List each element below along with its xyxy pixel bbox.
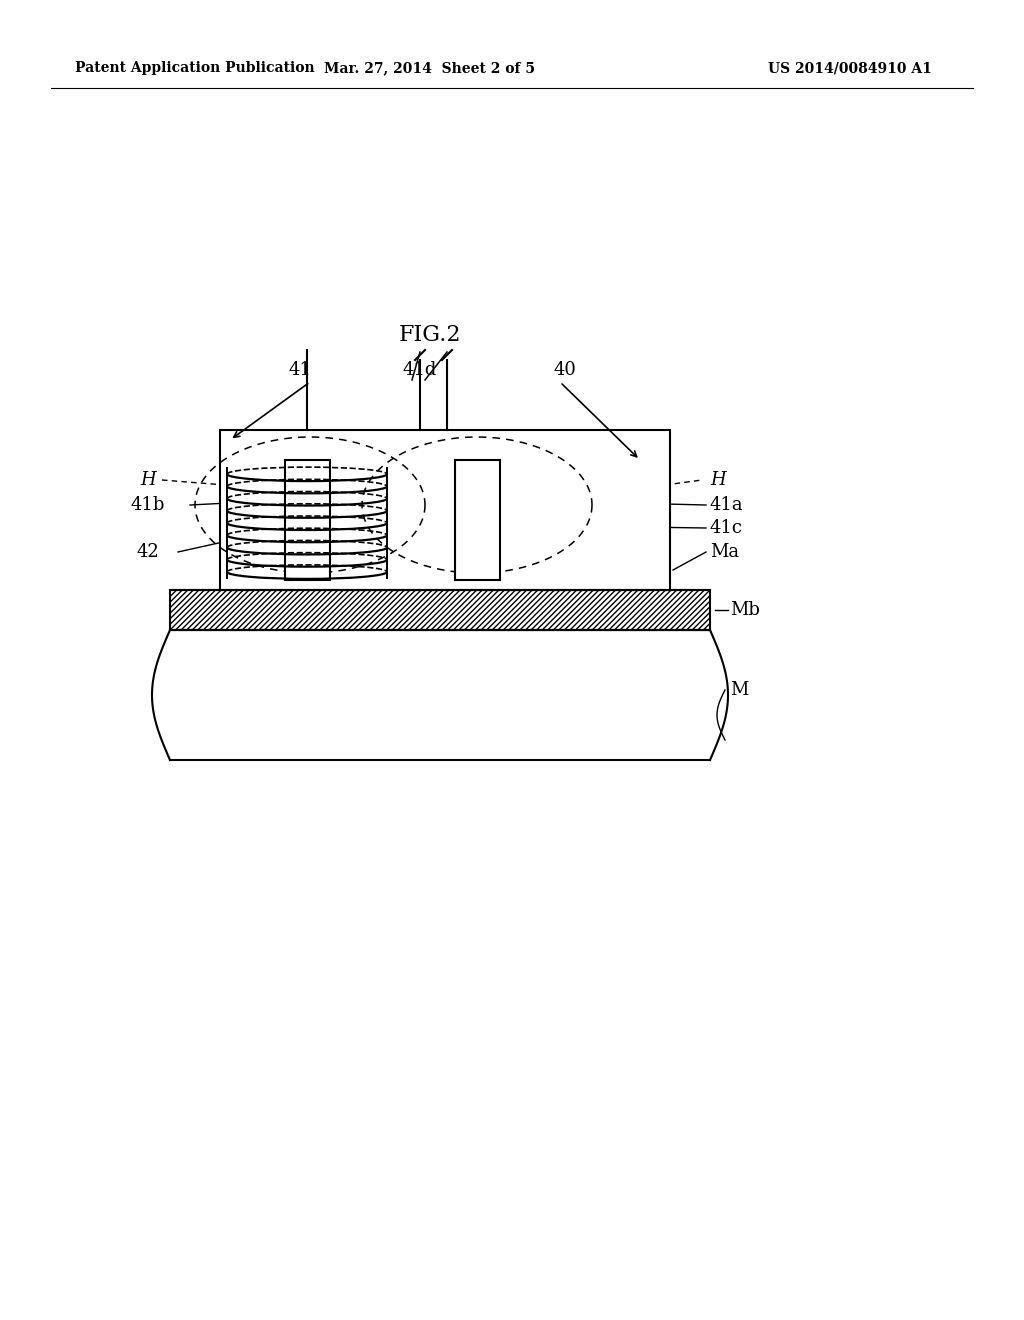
Text: M: M (730, 681, 749, 700)
Text: US 2014/0084910 A1: US 2014/0084910 A1 (768, 61, 932, 75)
Text: 41d: 41d (402, 360, 437, 379)
Text: Mar. 27, 2014  Sheet 2 of 5: Mar. 27, 2014 Sheet 2 of 5 (325, 61, 536, 75)
Bar (220, 430, 670, 590)
Text: 41a: 41a (710, 496, 743, 513)
Text: Ma: Ma (710, 543, 739, 561)
Bar (170, 590, 710, 630)
Bar (455, 459, 500, 579)
Text: 40: 40 (554, 360, 577, 379)
Text: Mb: Mb (730, 601, 760, 619)
Text: 41c: 41c (710, 519, 743, 537)
Text: 41: 41 (289, 360, 311, 379)
Text: H: H (710, 471, 726, 488)
Text: H: H (140, 471, 156, 488)
Text: Patent Application Publication: Patent Application Publication (75, 61, 314, 75)
Bar (285, 459, 330, 579)
Text: FIG.2: FIG.2 (398, 323, 461, 346)
Text: 42: 42 (136, 543, 160, 561)
Text: 41b: 41b (131, 496, 165, 513)
